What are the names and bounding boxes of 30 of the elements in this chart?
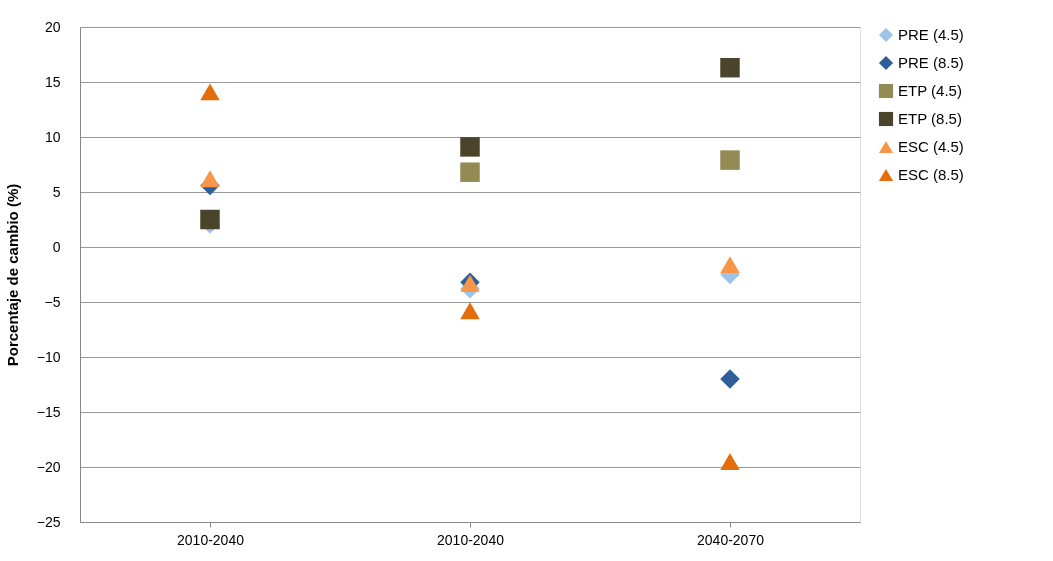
y-tick-label: 0 — [52, 238, 61, 255]
y-tick-label: −25 — [36, 513, 61, 530]
y-tick-label: 10 — [44, 128, 61, 145]
y-tick-label: −10 — [36, 348, 61, 365]
point — [720, 369, 740, 389]
point — [460, 137, 480, 157]
y-tick-label: −15 — [36, 403, 61, 420]
point — [720, 57, 740, 78]
point — [200, 83, 220, 101]
point — [720, 453, 740, 470]
point — [720, 256, 740, 274]
x-tick-label: 2010-2040 — [177, 531, 245, 548]
y-tick-label: −5 — [44, 293, 61, 310]
legend-label: ETP (4.5) — [898, 82, 962, 99]
legend-label: PRE (8.5) — [898, 54, 964, 71]
y-tick-label: 20 — [44, 18, 61, 35]
legend-label: ETP (8.5) — [898, 110, 962, 127]
y-tick-label: 5 — [52, 183, 61, 200]
y-axis-title: Porcentaje de cambio (%) — [3, 183, 21, 367]
point — [460, 162, 480, 182]
point — [460, 302, 480, 320]
x-tick-label: 2010-2040 — [437, 531, 505, 548]
legend-label: ESC (4.5) — [898, 138, 964, 155]
y-tick-label: 15 — [44, 73, 61, 90]
legend-label: ESC (8.5) — [898, 166, 964, 183]
y-tick-label: −20 — [36, 458, 61, 475]
x-tick-label: 2040-2070 — [697, 531, 765, 548]
point — [200, 170, 220, 188]
legend-label: PRE (4.5) — [898, 26, 964, 43]
point — [720, 150, 740, 170]
